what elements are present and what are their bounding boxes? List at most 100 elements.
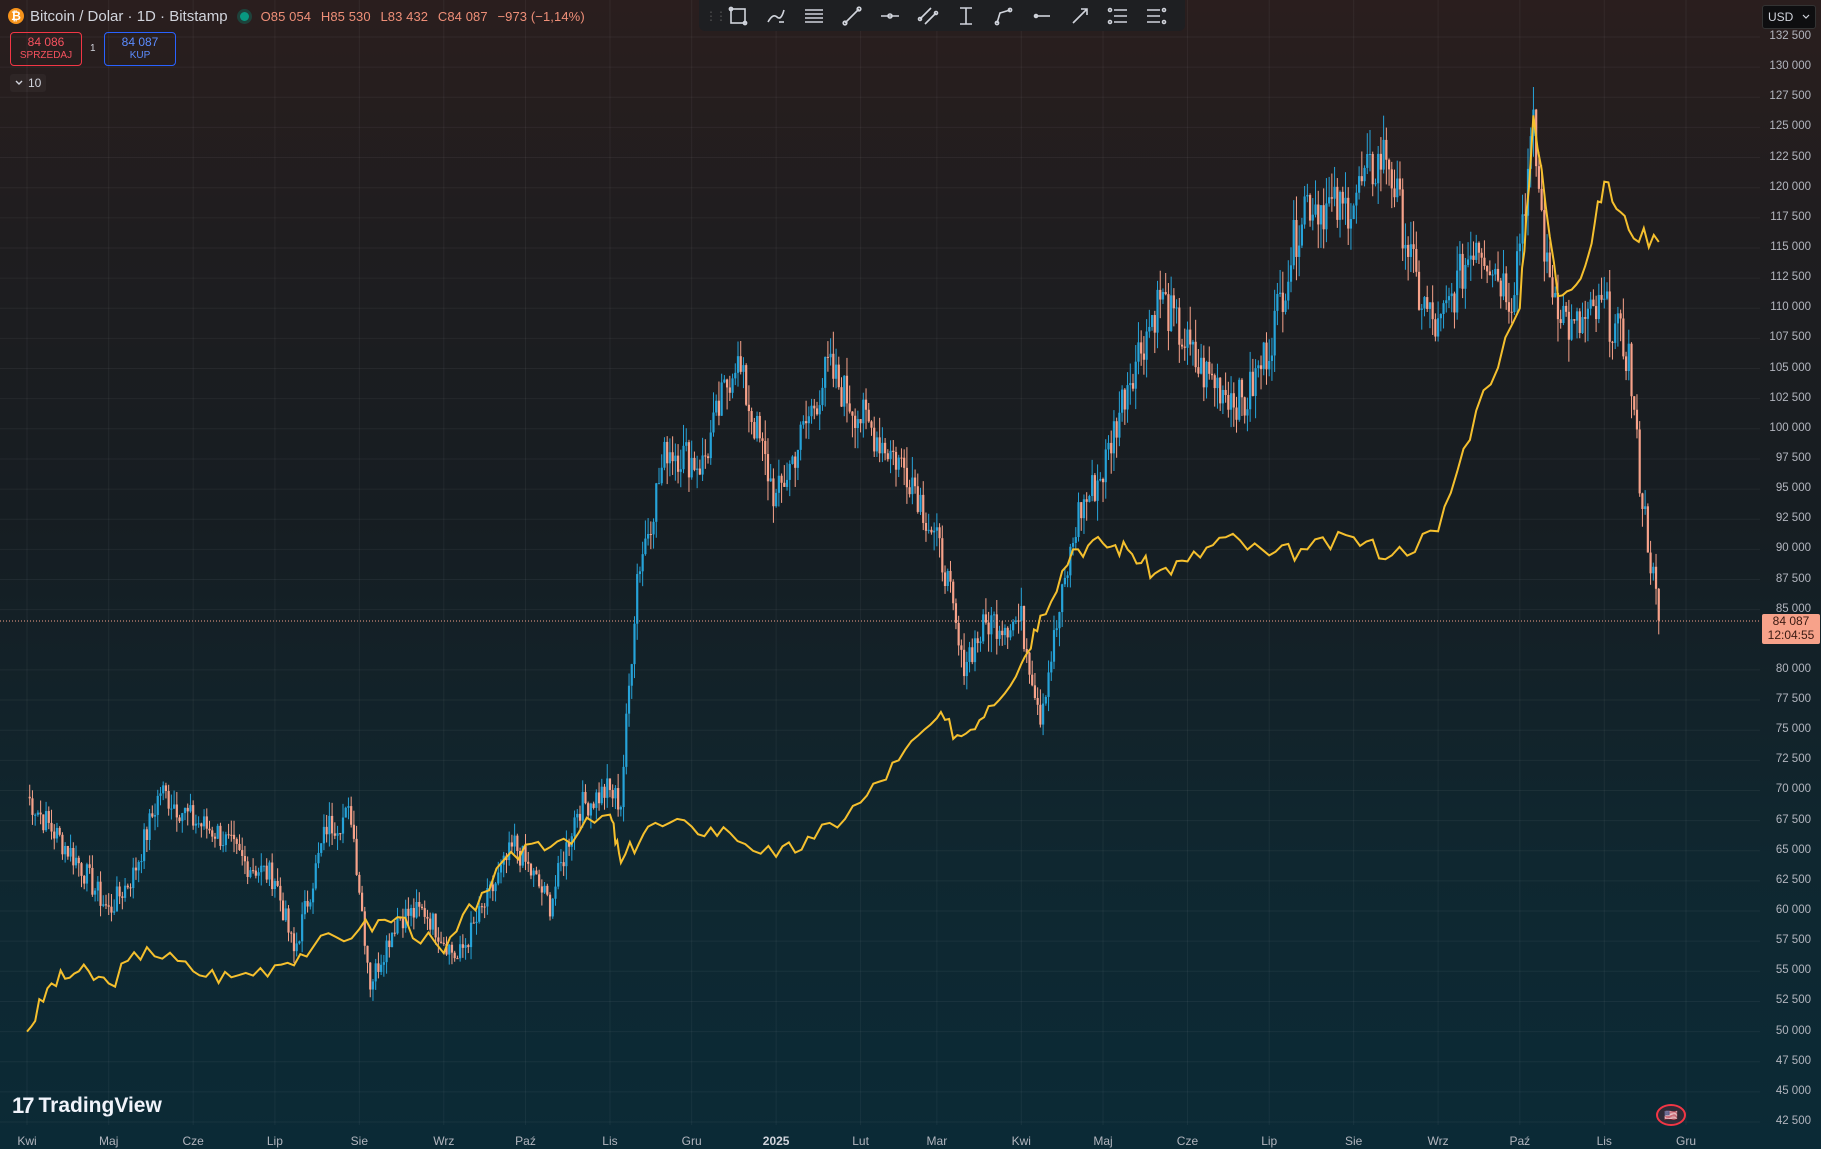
candle-body [1017,620,1020,622]
candle-body [976,638,979,644]
price-axis-label: 95 000 [1775,482,1811,495]
candle-body [551,898,554,917]
indicators-toggle[interactable]: 10 [10,74,46,92]
price-axis-label: 105 000 [1769,361,1811,374]
candle-body [352,824,355,839]
candle-body [1159,289,1162,300]
candle-body [720,382,723,416]
rectangle-icon[interactable] [719,2,757,30]
candle-body [619,807,622,810]
candle-body [794,456,797,468]
candle-body [1251,371,1254,396]
candle-body [845,375,849,404]
candle-body [622,766,625,808]
buy-price: 84 087 [121,35,159,49]
candle-body [314,863,317,889]
candle-body [153,814,157,817]
candle-body [1404,244,1407,249]
candle-body [712,412,715,433]
candle-body [85,864,89,884]
candle-body [690,457,693,478]
horizontal-ray-icon[interactable] [871,2,909,30]
drag-handle-icon[interactable]: ⋮⋮ [705,8,727,23]
candle-body [410,908,413,916]
fib-retracement-icon[interactable] [795,2,833,30]
candle-body [325,826,328,835]
candle-body [1567,311,1570,340]
candle-body [298,941,301,944]
parallel-channel-icon[interactable] [909,2,947,30]
candle-body [1033,685,1037,698]
us-flag-icon[interactable]: 🇺🇸 [1656,1104,1686,1126]
short-position-icon[interactable] [1137,2,1175,30]
candle-body [1140,342,1143,354]
candle-body [1229,393,1233,410]
candle-body [919,494,922,512]
candle-body [1524,214,1527,216]
candle-body [1091,475,1094,497]
candle-body [578,813,582,821]
candle-body [1012,621,1015,631]
candle-body [309,902,312,907]
candle-body [889,450,892,460]
price-axis-label: 60 000 [1775,904,1811,917]
candle-body [423,908,426,917]
price-axis-label: 120 000 [1769,180,1811,193]
candle-body [164,785,168,792]
price-axis-label: 55 000 [1775,964,1811,977]
sell-button[interactable]: 84 086 SPRZEDAJ [10,32,82,66]
candle-body [1216,377,1219,389]
tradingview-logo[interactable]: 17 TradingView [12,1093,162,1119]
candle-body [186,807,189,812]
candle-body [745,365,748,405]
candle-body [1268,360,1271,370]
price-axis-label: 72 500 [1775,753,1811,766]
candle-body [584,791,587,804]
symbol-title[interactable]: Bitcoin / Dolar · 1D · Bitstamp [30,7,228,25]
candle-body [1450,293,1453,297]
candle-body [143,829,146,862]
candle-body [434,913,437,938]
tradingview-mark-icon: 17 [12,1093,35,1118]
candle-body [104,904,108,906]
candle-body [832,353,835,379]
candle-body [805,421,808,424]
candle-body [243,855,247,862]
trend-line-icon[interactable] [833,2,871,30]
candle-body [1134,361,1137,389]
candle-body [611,789,614,799]
path-icon[interactable] [985,2,1023,30]
buy-button[interactable]: 84 087 KUP [104,32,176,66]
price-axis-label: 75 000 [1775,723,1811,736]
candle-body [663,441,666,468]
arrow-marker-icon[interactable] [1061,2,1099,30]
candle-body [80,863,83,876]
candle-body [576,813,579,818]
candle-body [900,457,903,459]
candle-body [1042,703,1045,725]
candle-body [1063,577,1066,585]
price-range-icon[interactable] [947,2,985,30]
price-axis-label: 77 500 [1775,693,1811,706]
candle-body [987,622,990,635]
long-position-icon[interactable] [1099,2,1137,30]
candle-body [1112,421,1116,454]
currency-selector[interactable]: USD [1762,5,1816,29]
indicators-count: 10 [28,76,42,90]
candle-body [1161,291,1165,300]
brush-icon[interactable] [757,2,795,30]
horizontal-line-icon[interactable] [1023,2,1061,30]
candle-body [66,845,69,857]
candle-body [347,806,350,808]
candle-body [565,842,568,867]
candle-body [685,442,688,446]
candle-body [557,863,560,887]
candle-body [736,356,740,373]
price-axis-label: 130 000 [1769,60,1811,73]
candle-body [47,811,50,823]
candle-body [1281,292,1284,312]
time-axis-label: Sie [350,1134,369,1148]
candle-body [524,845,527,862]
candle-body [568,842,571,847]
